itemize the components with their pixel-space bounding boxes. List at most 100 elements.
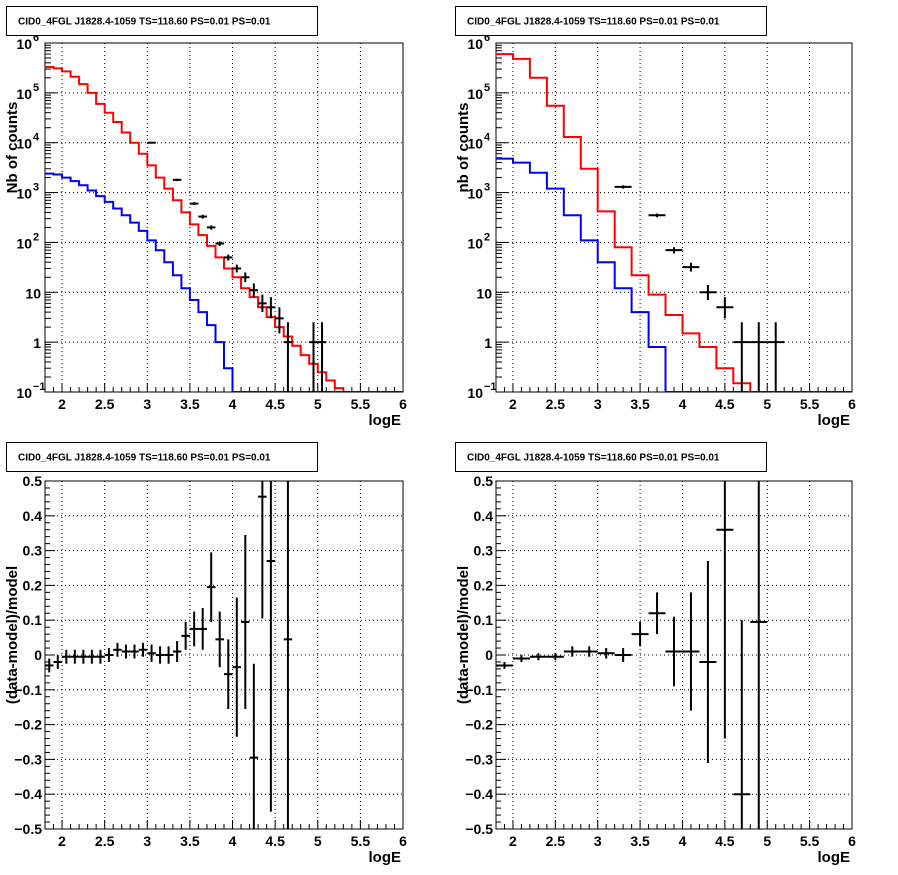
y-tick-label: −0.2: [465, 717, 493, 733]
data-point: [275, 307, 284, 334]
chart-panel-3: 2 2.5 3 3.5 4 4.5 5 5.5 6logE−0.5−0.4−0.3−0.2−0.…: [4, 442, 407, 866]
y-tick-exponent: 3: [33, 182, 39, 194]
y-axis: −0.5 −0.4 −0.3 −0.2 −0.1 0 0.1 0.2 0.3 0.4 0.5 (dat…: [455, 473, 506, 837]
y-tick-label: 0.1: [23, 612, 43, 628]
data-point: [266, 297, 276, 319]
data-point: [733, 322, 751, 392]
x-tick-label: 4: [229, 396, 237, 412]
title-box: [6, 442, 318, 472]
y-tick-label: 0.5: [23, 473, 43, 489]
y-axis-title: (data-model)/model: [455, 566, 472, 704]
panel-title: CID0_4FGL J1828.4-1059 TS=118.60 PS=0.01…: [455, 442, 767, 472]
y-tick-base: 10: [16, 36, 32, 52]
data-point: [631, 621, 649, 647]
data-point: [512, 655, 530, 662]
data-point: [496, 661, 513, 669]
y-axis-title: (data-model)/model: [4, 566, 21, 704]
y-tick-exponent: 6: [33, 32, 39, 44]
y-tick-label: −0.5: [465, 821, 493, 837]
y-tick-label: 10 −1: [16, 381, 45, 401]
y-tick-label: −0.1: [14, 682, 42, 698]
y-tick-label: 10 3: [16, 182, 39, 202]
title-text: CID0_4FGL J1828.4-1059 TS=118.60 PS=0.01…: [467, 453, 720, 464]
data-point: [699, 285, 717, 301]
y-tick-label: 0.3: [474, 543, 494, 559]
data-point: [614, 185, 632, 189]
x-tick-label: 6: [848, 833, 856, 849]
data-point: [283, 481, 293, 829]
y-tick-label: −0.3: [14, 751, 42, 767]
y-tick-label: 0.1: [474, 612, 494, 628]
y-tick-base: 1: [33, 335, 41, 351]
y-tick-base: 10: [476, 285, 492, 301]
data-point: [113, 642, 122, 657]
title-box: [455, 442, 767, 472]
x-tick-label: 3: [594, 833, 602, 849]
data-point: [249, 663, 259, 829]
data-point: [682, 592, 700, 711]
y-tick-label: 1: [484, 335, 492, 351]
data-point: [224, 639, 233, 709]
title-box: [455, 6, 767, 36]
series-line-1: [45, 66, 403, 392]
data-point: [614, 648, 632, 662]
data-point: [138, 642, 148, 657]
data-point: [96, 649, 105, 664]
data-point: [147, 644, 156, 662]
y-tick-label: 10 3: [467, 182, 490, 202]
data-point: [181, 621, 190, 650]
data-point: [121, 644, 131, 659]
chart-panel-4: 2 2.5 3 3.5 4 4.5 5 5.5 6logE−0.5−0.4−0.3−0.2−0.…: [455, 442, 856, 866]
x-tick-label: 2.5: [95, 833, 115, 849]
y-tick-exponent: 5: [33, 82, 39, 94]
data-point: [699, 561, 717, 763]
y-tick-label: 10 2: [16, 231, 39, 251]
y-tick-base: 10: [25, 285, 41, 301]
y-tick-label: 0: [34, 647, 42, 663]
data-points: [147, 141, 327, 392]
data-point: [241, 272, 250, 283]
x-tick-label: 6: [848, 396, 856, 412]
y-tick-base: 10: [16, 385, 32, 401]
data-point: [147, 141, 156, 144]
x-tick-label: 4: [679, 396, 687, 412]
data-point: [215, 241, 224, 246]
y-tick-label: 10 6: [16, 32, 39, 52]
data-point: [563, 646, 581, 657]
plot-area: [496, 53, 852, 392]
y-tick-label: 10 4: [467, 132, 491, 152]
y-tick-exponent: 5: [484, 82, 490, 94]
x-tick-label: 2: [58, 833, 66, 849]
x-tick-label: 3.5: [180, 833, 200, 849]
x-axis-title: logE: [818, 412, 851, 429]
data-point: [546, 653, 564, 661]
y-tick-label: −0.5: [14, 821, 42, 837]
data-point: [241, 534, 250, 709]
x-tick-label: 5.5: [800, 396, 820, 412]
data-point: [215, 611, 224, 668]
x-tick-label: 5: [763, 833, 771, 849]
data-point: [665, 616, 683, 687]
y-tick-base: 10: [467, 136, 483, 152]
y-tick-base: 10: [467, 186, 483, 202]
y-tick-base: 10: [467, 36, 483, 52]
x-tick-label: 4.5: [265, 833, 285, 849]
data-point: [258, 481, 267, 619]
y-tick-exponent: −1: [484, 381, 497, 393]
data-point: [164, 646, 173, 664]
data-point: [189, 611, 199, 647]
data-point: [249, 283, 259, 298]
plot-area: [45, 481, 293, 829]
y-tick-label: −0.4: [465, 786, 493, 802]
y-tick-exponent: 2: [33, 231, 39, 243]
x-tick-label: 3: [143, 833, 151, 849]
y-tick-exponent: 3: [484, 182, 490, 194]
x-tick-label: 4.5: [265, 396, 285, 412]
data-point: [733, 620, 751, 829]
data-point: [232, 264, 242, 273]
data-point: [767, 322, 785, 392]
data-point: [45, 658, 54, 673]
